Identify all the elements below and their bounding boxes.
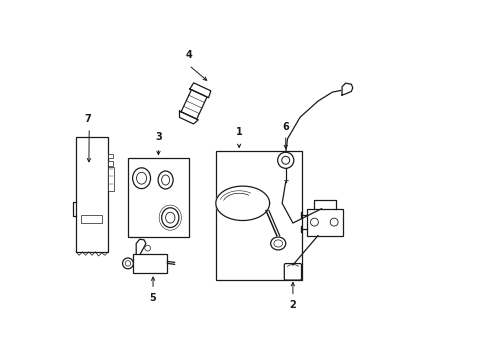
Ellipse shape bbox=[136, 172, 146, 184]
Bar bbox=[76, 137, 108, 252]
Bar bbox=[108, 168, 113, 173]
Polygon shape bbox=[341, 83, 352, 95]
Bar bbox=[108, 167, 114, 191]
Circle shape bbox=[329, 218, 337, 226]
Polygon shape bbox=[181, 90, 206, 119]
Text: 4: 4 bbox=[185, 50, 192, 60]
Ellipse shape bbox=[162, 208, 179, 228]
Ellipse shape bbox=[162, 175, 169, 185]
Ellipse shape bbox=[273, 240, 282, 247]
Ellipse shape bbox=[281, 156, 289, 164]
Text: 6: 6 bbox=[282, 122, 288, 132]
Circle shape bbox=[144, 245, 150, 251]
Bar bbox=[108, 161, 113, 166]
Ellipse shape bbox=[158, 171, 173, 189]
Ellipse shape bbox=[122, 258, 133, 269]
Ellipse shape bbox=[270, 237, 285, 250]
Ellipse shape bbox=[165, 212, 175, 223]
Text: 5: 5 bbox=[149, 293, 156, 303]
Ellipse shape bbox=[132, 168, 150, 189]
Ellipse shape bbox=[277, 152, 293, 168]
FancyBboxPatch shape bbox=[284, 264, 301, 280]
Ellipse shape bbox=[125, 261, 130, 266]
Bar bbox=[133, 253, 167, 273]
Text: 1: 1 bbox=[235, 127, 242, 137]
Text: 2: 2 bbox=[289, 300, 296, 310]
Circle shape bbox=[310, 218, 318, 226]
Bar bbox=[128, 158, 188, 237]
Bar bbox=[108, 154, 113, 158]
Text: 3: 3 bbox=[155, 132, 162, 142]
Text: 7: 7 bbox=[84, 114, 91, 125]
Bar bbox=[306, 209, 343, 235]
Bar bbox=[81, 215, 102, 223]
Polygon shape bbox=[179, 111, 198, 124]
Polygon shape bbox=[215, 186, 269, 221]
Bar bbox=[215, 151, 301, 280]
Polygon shape bbox=[189, 83, 210, 98]
